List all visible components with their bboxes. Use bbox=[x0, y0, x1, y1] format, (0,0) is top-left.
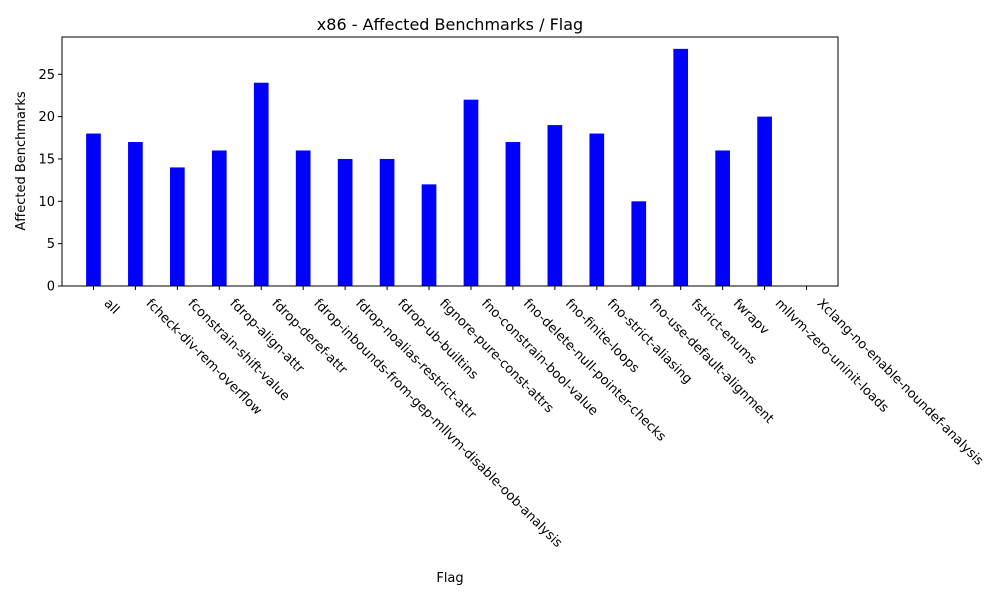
bar-fdrop-align-attr bbox=[211, 150, 227, 286]
bar-fwrapv bbox=[715, 150, 730, 286]
bar-fconstrain-shift-value bbox=[170, 167, 185, 286]
bars-group bbox=[86, 48, 772, 287]
x-tick-label: all bbox=[101, 296, 122, 317]
y-tick-label: 25 bbox=[38, 68, 55, 83]
bar-fdrop-ub-builtins bbox=[379, 158, 395, 286]
bar-mllvm-zero-uninit-loads bbox=[757, 116, 772, 286]
y-tick-label: 0 bbox=[47, 280, 55, 295]
bar-fno-delete-null-pointer-checks bbox=[505, 142, 521, 286]
y-tick-label: 5 bbox=[47, 237, 55, 252]
bar-fdrop-noalias-restrict-attr bbox=[337, 158, 353, 286]
y-tick-label: 20 bbox=[38, 110, 55, 125]
bar-fdrop-deref-attr bbox=[253, 82, 269, 286]
x-tick-label: Xclang-no-enable-noundef-analysis bbox=[814, 296, 987, 469]
bar-fignore-pure-const-attrs bbox=[421, 184, 437, 286]
bar-fno-finite-loops bbox=[547, 125, 563, 286]
y-tick-label: 10 bbox=[38, 195, 55, 210]
y-axis-title: Affected Benchmarks bbox=[14, 91, 29, 231]
chart-title: x86 - Affected Benchmarks / Flag bbox=[317, 15, 583, 34]
bar-fcheck-div-rem-overflow bbox=[128, 142, 143, 286]
bar-fdrop-inbounds-from-gep-mllvm-disable-oob-analysis bbox=[295, 150, 311, 286]
bar-fno-strict-aliasing bbox=[589, 133, 605, 286]
bar-fno-use-default-alignment bbox=[631, 201, 647, 286]
x-axis-title: Flag bbox=[436, 571, 463, 586]
y-tick-label: 15 bbox=[38, 152, 55, 167]
bar-all bbox=[86, 133, 101, 286]
x-axis: all fcheck-div-rem-overflowfconstrain-shi… bbox=[92, 286, 987, 551]
x-tick-label: fdrop-align-attr bbox=[226, 296, 307, 377]
bar-fno-constrain-bool-value bbox=[463, 99, 479, 287]
x-tick-label: fno-finite-loops bbox=[562, 296, 642, 376]
plot-frame bbox=[61, 36, 839, 287]
bar-fstrict-enums bbox=[673, 48, 689, 286]
x-tick-label: fwrapv bbox=[730, 296, 772, 338]
y-axis: 0 5 10 15 20 25 bbox=[38, 68, 62, 295]
x-tick-label: fdrop-deref-attr bbox=[268, 296, 350, 378]
